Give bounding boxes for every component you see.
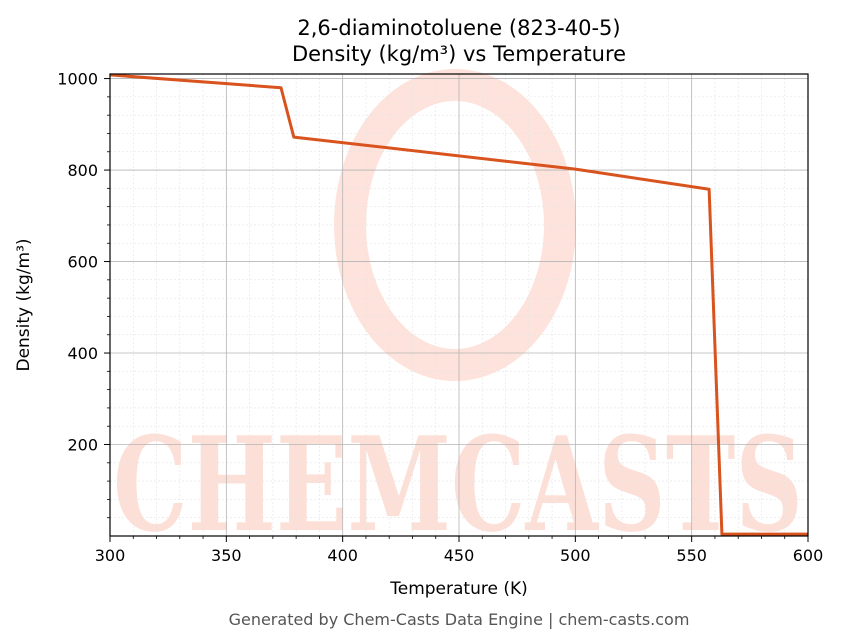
y-tick-label: 1000 [57, 70, 98, 89]
chart-subtitle: Density (kg/m³) vs Temperature [292, 42, 626, 66]
y-axis-label: Density (kg/m³) [14, 238, 34, 371]
footer-credit: Generated by Chem-Casts Data Engine | ch… [229, 610, 690, 629]
chart-title: 2,6-diaminotoluene (823-40-5) [297, 16, 620, 40]
y-tick-label: 800 [67, 161, 98, 180]
y-tick-label: 400 [67, 344, 98, 363]
x-axis-ticks: 300 350 400 450 500 550 600 [95, 536, 824, 565]
x-tick-label: 300 [95, 546, 126, 565]
x-tick-label: 450 [444, 546, 475, 565]
x-tick-label: 600 [793, 546, 824, 565]
x-tick-label: 550 [676, 546, 707, 565]
x-tick-label: 400 [327, 546, 358, 565]
y-tick-label: 200 [67, 436, 98, 455]
density-series-line [109, 73, 808, 536]
y-axis-ticks: 200 400 600 800 1000 [57, 70, 110, 519]
x-tick-label: 500 [560, 546, 591, 565]
x-tick-label: 350 [211, 546, 242, 565]
y-tick-label: 600 [67, 253, 98, 272]
x-axis-label: Temperature (K) [389, 579, 528, 599]
watermark-text: CHEMCASTS [113, 408, 803, 561]
